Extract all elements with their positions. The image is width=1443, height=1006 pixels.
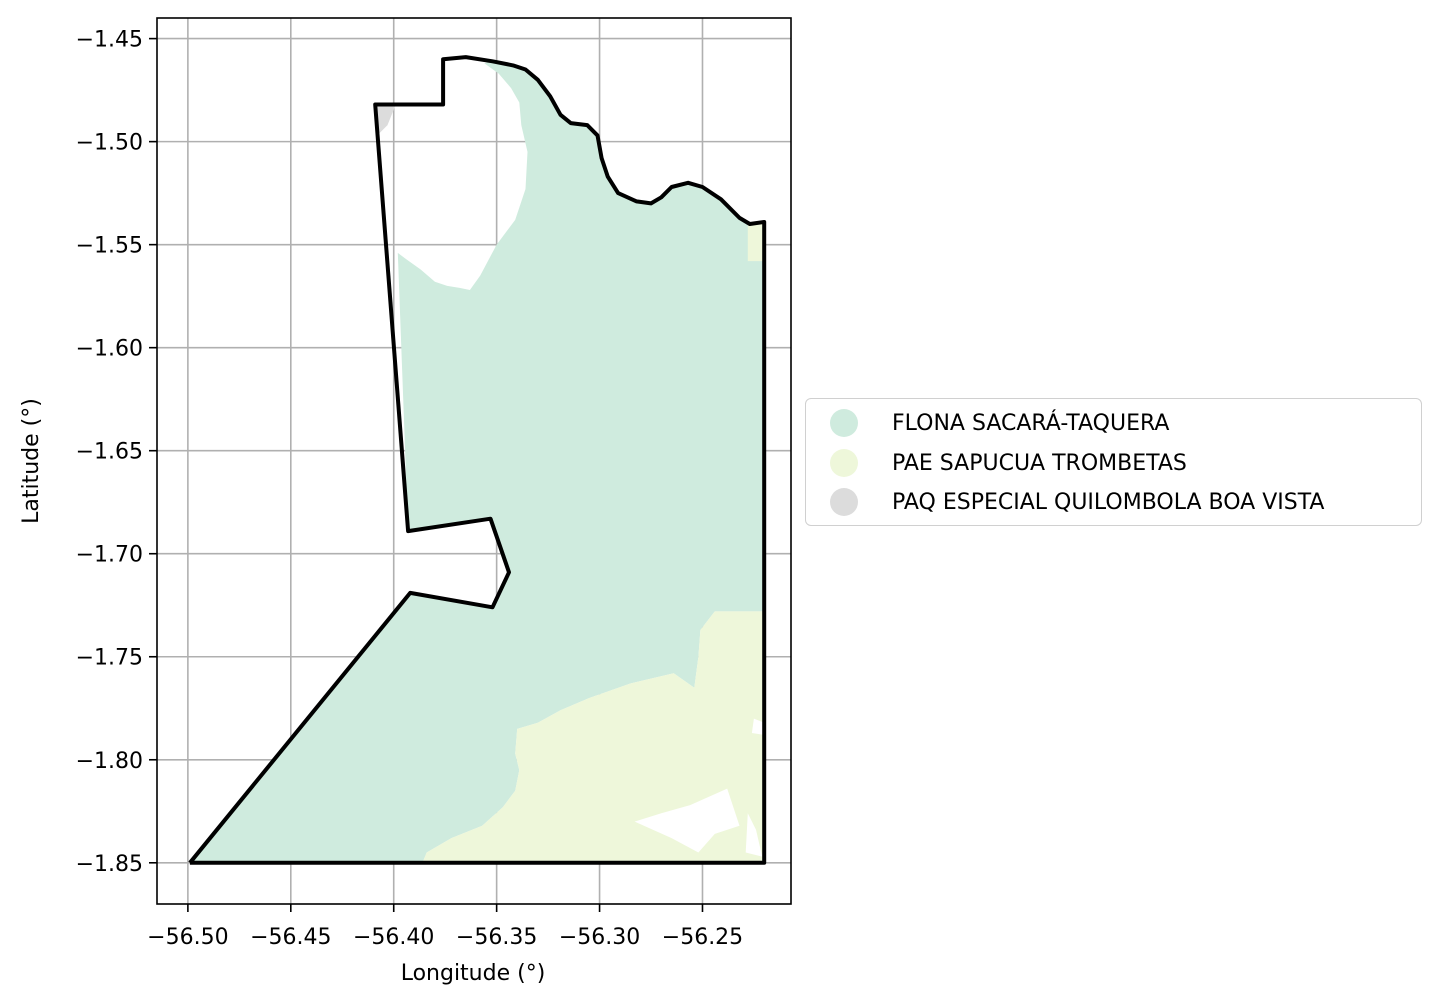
legend: FLONA SACARÁ-TAQUERA PAE SAPUCUA TROMBET…: [805, 398, 1422, 526]
y-tick-label-3: −1.60: [76, 337, 143, 362]
y-tick-label-0: −1.45: [76, 28, 143, 53]
y-tick-label-6: −1.75: [76, 646, 143, 671]
legend-item-pae: PAE SAPUCUA TROMBETAS: [806, 445, 1187, 481]
pae-polygon-north: [747, 222, 765, 262]
boundary-line: [188, 55, 767, 865]
y-tick-label-2: −1.55: [76, 234, 143, 259]
river-gap-1: [745, 813, 763, 857]
axes-frame: [156, 17, 792, 905]
legend-label-flona: FLONA SACARÁ-TAQUERA: [892, 410, 1170, 436]
y-axis-ticks: −1.45 −1.50 −1.55 −1.60 −1.65 −1.70 −1.75 −1.80…: [76, 28, 157, 877]
legend-marker-pae: [830, 449, 858, 477]
river-gap-2: [751, 718, 765, 735]
x-tick-label-5: −56.25: [662, 925, 743, 950]
study-area-boundary: [188, 55, 767, 865]
y-tick-label-1: −1.50: [76, 131, 143, 156]
y-axis-title: Latitude (°): [19, 398, 44, 524]
flona-polygon: [189, 61, 765, 863]
x-tick-label-3: −56.35: [456, 925, 537, 950]
paq-polygon: [375, 104, 396, 136]
x-tick-label-4: −56.30: [559, 925, 640, 950]
legend-marker-paq: [830, 488, 858, 516]
polygon-layers: [189, 61, 765, 863]
y-tick-label-4: −1.65: [76, 440, 143, 465]
x-axis-ticks: −56.50 −56.45 −56.40 −56.35 −56.30 −56.25: [147, 904, 743, 950]
y-tick-label-7: −1.80: [76, 749, 143, 774]
legend-label-pae: PAE SAPUCUA TROMBETAS: [892, 450, 1187, 476]
y-tick-label-8: −1.85: [76, 852, 143, 877]
legend-item-flona: FLONA SACARÁ-TAQUERA: [806, 405, 1169, 441]
x-tick-label-1: −56.45: [250, 925, 331, 950]
axes-border: [156, 17, 792, 905]
y-tick-label-5: −1.70: [76, 543, 143, 568]
river-gap-0: [634, 788, 740, 853]
legend-item-paq: PAQ ESPECIAL QUILOMBOLA BOA VISTA: [806, 484, 1324, 520]
legend-label-paq: PAQ ESPECIAL QUILOMBOLA BOA VISTA: [892, 489, 1325, 515]
legend-marker-flona: [830, 409, 858, 437]
x-tick-label-2: −56.40: [353, 925, 434, 950]
pae-polygon: [422, 611, 765, 863]
x-axis-title: Longitude (°): [401, 961, 546, 986]
x-tick-label-0: −56.50: [147, 925, 228, 950]
